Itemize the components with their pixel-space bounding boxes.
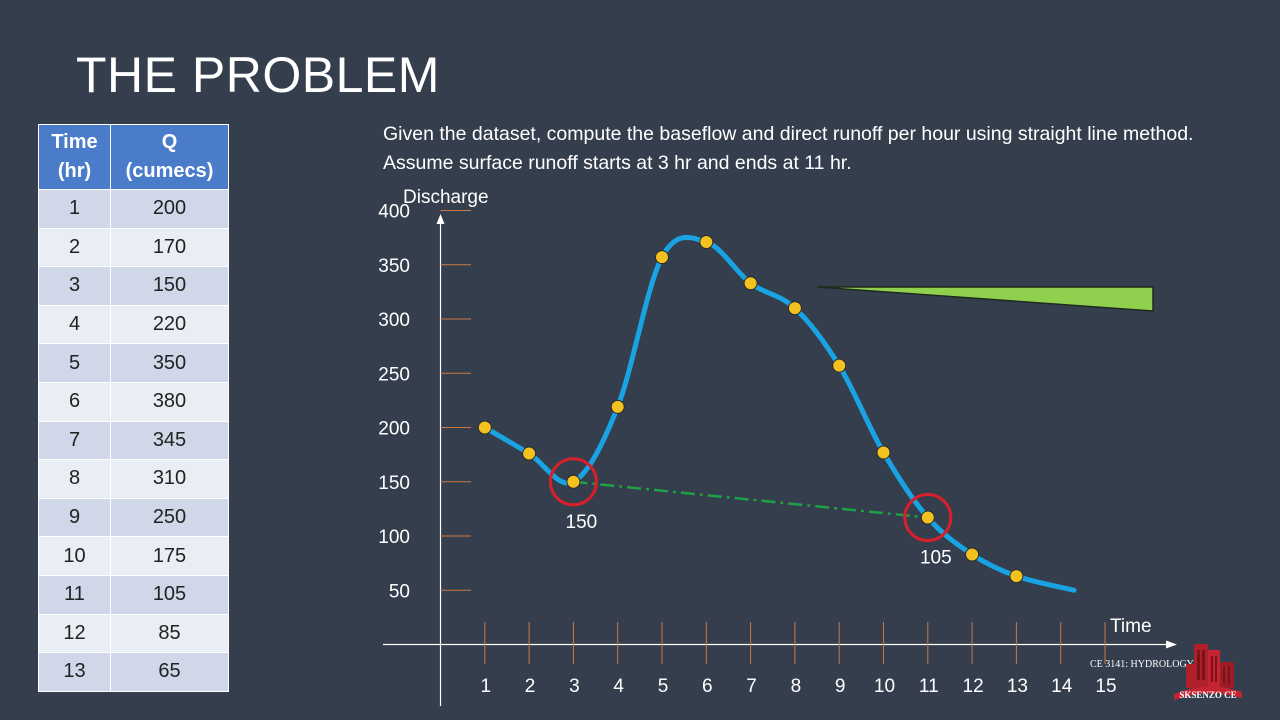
table-row: 1 200 (38, 189, 229, 229)
y-tick-label: 400 (378, 202, 410, 223)
time-cell: 4 (38, 304, 111, 345)
table-row: 10 175 (38, 536, 229, 576)
x-tick-label: 6 (702, 676, 713, 697)
table-row: 11 105 (38, 574, 229, 615)
baseflow-line (573, 480, 928, 519)
x-tick-label: 9 (835, 676, 846, 697)
x-tick-label: 4 (613, 676, 624, 697)
data-point (477, 420, 492, 435)
discharge-cell: 85 (110, 613, 229, 654)
discharge-cell: 150 (110, 266, 229, 306)
time-cell: 7 (38, 420, 111, 461)
x-tick-label: 1 (481, 676, 492, 697)
table-row: 13 65 (38, 652, 229, 692)
discharge-cell: 250 (110, 497, 229, 538)
discharge-cell: 220 (110, 304, 229, 345)
time-column-header: Time (hr) (38, 124, 111, 190)
time-cell: 13 (38, 652, 111, 692)
data-point (610, 399, 625, 414)
discharge-cell: 105 (110, 574, 229, 615)
highlight-label: 105 (920, 548, 952, 569)
annotation-wedge (816, 286, 1154, 312)
x-axis-arrow (1166, 640, 1177, 649)
x-tick-label: 12 (963, 676, 984, 697)
hydrograph-series-line (482, 235, 1077, 593)
highlight-circle (548, 457, 598, 507)
discharge-cell: 65 (110, 652, 229, 692)
y-tick-label: 350 (378, 256, 410, 277)
x-tick-label: 7 (746, 676, 757, 697)
table-row: 8 310 (38, 459, 229, 499)
y-tick-label: 100 (378, 527, 410, 548)
x-tick-label: 11 (919, 676, 939, 697)
x-tick-label: 15 (1095, 676, 1116, 697)
data-point (699, 234, 714, 249)
y-tick-label: 50 (389, 581, 410, 602)
table-row: 9 250 (38, 497, 229, 538)
table-row: 12 85 (38, 613, 229, 654)
highlight-circle (903, 493, 953, 543)
data-point (566, 474, 581, 489)
x-tick-label: 13 (1007, 676, 1028, 697)
discharge-cell: 200 (110, 189, 229, 229)
y-axis-arrow (436, 214, 445, 224)
discharge-cell: 350 (110, 343, 229, 383)
problem-description: Given the dataset, compute the baseflow … (383, 123, 1194, 174)
data-point (876, 445, 891, 460)
highlight-label: 150 (566, 512, 598, 533)
table-row: 4 220 (38, 304, 229, 345)
discharge-cell: 175 (110, 536, 229, 576)
data-point (787, 301, 802, 316)
y-tick-label: 150 (378, 473, 410, 494)
x-tick-label: 8 (791, 676, 802, 697)
table-header-row: Time (hr) Q (cumecs) (38, 124, 229, 190)
time-cell: 8 (38, 459, 111, 499)
x-tick-label: 2 (525, 676, 536, 697)
discharge-cell: 345 (110, 420, 229, 461)
x-tick-label: 14 (1051, 676, 1073, 697)
data-point (832, 358, 847, 373)
q-column-header: Q (cumecs) (110, 124, 229, 190)
x-tick-label: 3 (569, 676, 580, 697)
logo-text: SKSENZO CE (1179, 690, 1236, 700)
data-point (920, 510, 935, 525)
university-logo: SKSENZO CE (1174, 644, 1242, 700)
y-tick-label: 250 (378, 364, 410, 385)
slide-title: THE PROBLEM (76, 47, 440, 103)
time-cell: 12 (38, 613, 111, 654)
data-point (965, 547, 980, 562)
time-cell: 6 (38, 381, 111, 422)
y-axis-label: Discharge (403, 187, 489, 208)
data-table: Time (hr) Q (cumecs) 1 200 2 170 3 150 4 220 5 350 6… (38, 124, 229, 692)
data-point (522, 446, 537, 461)
data-point (655, 250, 669, 265)
time-cell: 9 (38, 497, 111, 538)
x-tick-label: 10 (874, 676, 895, 697)
course-label: CE 3141: HYDROLOGY (1090, 659, 1194, 670)
time-cell: 3 (38, 266, 111, 306)
time-cell: 1 (38, 189, 111, 229)
data-point (1009, 569, 1024, 584)
table-row: 7 345 (38, 420, 229, 461)
x-tick-label: 5 (658, 676, 669, 697)
x-axis-label: Time (1110, 616, 1152, 637)
discharge-cell: 170 (110, 227, 229, 268)
table-row: 3 150 (38, 266, 229, 306)
y-tick-label: 300 (378, 310, 410, 331)
data-point (743, 276, 758, 291)
y-tick-label: 200 (378, 419, 410, 440)
